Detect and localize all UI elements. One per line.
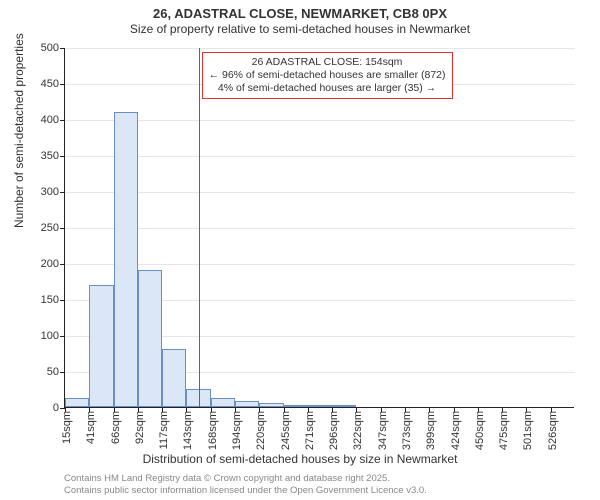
bar [162,349,186,407]
x-tick-label: 271sqm [304,411,316,450]
x-axis-title: Distribution of semi-detached houses by … [0,452,600,466]
chart-title-sub: Size of property relative to semi-detach… [0,22,600,37]
x-tick-label: 399sqm [425,411,437,450]
footer-line-2: Contains public sector information licen… [64,485,427,496]
y-tick-label: 300 [41,186,59,198]
x-tick-label: 194sqm [231,411,243,450]
bar [308,405,332,407]
bar [235,401,259,407]
bar [138,270,162,407]
y-tick-label: 450 [41,78,59,90]
x-tick-label: 117sqm [158,411,170,449]
x-tick-label: 501sqm [522,411,534,450]
footer-line-1: Contains HM Land Registry data © Crown c… [64,473,427,484]
x-tick-label: 373sqm [401,411,413,450]
chart-title-block: 26, ADASTRAL CLOSE, NEWMARKET, CB8 0PX S… [0,0,600,37]
bar [332,405,356,407]
x-tick-label: 245sqm [280,411,292,450]
bar [211,398,235,407]
bar [89,285,113,407]
x-tick-label: 15sqm [61,411,73,444]
x-tick-label: 143sqm [182,411,194,450]
x-tick-label: 220sqm [255,411,267,450]
y-tick-label: 400 [41,114,59,126]
x-tick-label: 92sqm [134,411,146,444]
y-tick-label: 350 [41,150,59,162]
bar [259,403,283,407]
footer-attribution: Contains HM Land Registry data © Crown c… [64,473,427,496]
y-axis-title: Number of semi-detached properties [12,33,26,228]
annotation-line-3: 4% of semi-detached houses are larger (3… [209,82,446,95]
x-tick-label: 296sqm [328,411,340,450]
y-tick-label: 150 [41,294,59,306]
annotation-box: 26 ADASTRAL CLOSE: 154sqm← 96% of semi-d… [202,52,453,99]
x-tick-label: 347sqm [377,411,389,450]
reference-line [199,48,200,407]
chart-area: 05010015020025030035040045050015sqm41sqm… [64,48,574,408]
bar [284,405,308,407]
chart-title-main: 26, ADASTRAL CLOSE, NEWMARKET, CB8 0PX [0,6,600,22]
x-tick-label: 41sqm [85,411,97,444]
plot-area: 05010015020025030035040045050015sqm41sqm… [64,48,574,408]
x-tick-label: 424sqm [450,411,462,450]
y-tick-label: 500 [41,42,59,54]
bars-layer [65,47,575,407]
y-tick-label: 200 [41,258,59,270]
y-tick-label: 100 [41,330,59,342]
bar [65,398,89,407]
x-tick-label: 66sqm [110,411,122,444]
annotation-line-1: 26 ADASTRAL CLOSE: 154sqm [209,56,446,69]
annotation-line-2: ← 96% of semi-detached houses are smalle… [209,69,446,82]
x-tick-label: 475sqm [498,411,510,450]
x-tick-label: 450sqm [474,411,486,450]
x-tick-label: 526sqm [547,411,559,450]
x-tick-label: 168sqm [207,411,219,450]
x-tick-label: 322sqm [352,411,364,450]
y-tick-label: 0 [53,402,59,414]
y-tick-label: 50 [47,366,59,378]
bar [114,112,138,407]
y-tick-label: 250 [41,222,59,234]
